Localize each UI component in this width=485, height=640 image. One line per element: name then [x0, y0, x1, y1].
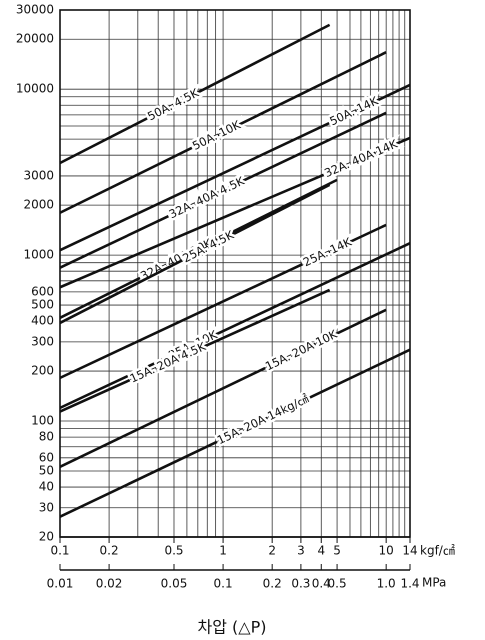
- y-tick-label: 80: [39, 430, 54, 444]
- series-line: [59, 288, 331, 413]
- y-tick-label: 20000: [16, 32, 54, 46]
- series-label: 15A. 20A 14kg/㎠: [215, 391, 311, 447]
- series-label: 15A. 20A 4.5K: [128, 339, 209, 386]
- x2-axis-label: MPa: [422, 576, 446, 590]
- series-label: 15A. 20A 10K: [263, 327, 340, 374]
- series-line: [59, 241, 411, 410]
- series-line: [59, 308, 387, 468]
- x-tick-label: 5: [333, 544, 341, 558]
- y-tick-label: 40: [39, 480, 54, 494]
- series-line: [59, 136, 411, 289]
- series-line: [59, 83, 411, 252]
- series-line: [59, 223, 387, 380]
- caption: 차압 (△P): [198, 618, 267, 637]
- y-tick-label: 20: [39, 530, 54, 544]
- series-line: [59, 111, 387, 269]
- series-label: 50A. 14K: [327, 93, 380, 128]
- y-tick-label: 600: [31, 284, 54, 298]
- x-tick-label: 1: [219, 544, 227, 558]
- y-tick-label: 10000: [16, 82, 54, 96]
- y-tick-label: 500: [31, 298, 54, 312]
- x2-tick-label: 1.4: [400, 577, 419, 591]
- y-tick-label: 300: [31, 334, 54, 348]
- x2-tick-label: 1.0: [377, 577, 396, 591]
- y-tick-label: 50: [39, 463, 54, 477]
- x-tick-label: 0.1: [50, 544, 69, 558]
- y-tick-label: 30000: [16, 3, 54, 17]
- x-tick-label: 0.2: [100, 544, 119, 558]
- x2-tick-label: 0.2: [263, 577, 282, 591]
- y-tick-label: 2000: [23, 198, 54, 212]
- x2-tick-label: 0.1: [214, 577, 233, 591]
- series-line: [59, 178, 338, 319]
- series-label: 50A. 4.5K: [145, 85, 201, 123]
- series-label: 25A. 14K: [301, 234, 354, 269]
- x-tick-label: 0.5: [164, 544, 183, 558]
- series-line: [59, 183, 331, 325]
- series-line: [59, 51, 387, 214]
- x2-tick-label: 0.4: [312, 577, 331, 591]
- y-tick-label: 3000: [23, 168, 54, 182]
- y-tick-label: 400: [31, 314, 54, 328]
- x-tick-label: 3: [297, 544, 305, 558]
- x2-tick-label: 0.02: [96, 577, 123, 591]
- x-axis-label: kgf/㎠: [420, 544, 455, 558]
- x-tick-label: 14: [402, 544, 417, 558]
- x-tick-label: 4: [317, 544, 325, 558]
- x2-tick-label: 0.5: [328, 577, 347, 591]
- y-tick-label: 30: [39, 500, 54, 514]
- x2-tick-label: 0.05: [161, 577, 188, 591]
- y-tick-label: 100: [31, 414, 54, 428]
- y-tick-label: 200: [31, 364, 54, 378]
- x-tick-label: 10: [379, 544, 394, 558]
- series-line: [59, 348, 411, 518]
- series-line: [59, 23, 331, 165]
- x-tick-label: 2: [268, 544, 276, 558]
- x2-tick-label: 0.3: [291, 577, 310, 591]
- y-tick-label: 1000: [23, 248, 54, 262]
- y-tick-label: 60: [39, 450, 54, 464]
- x2-tick-label: 0.01: [47, 577, 74, 591]
